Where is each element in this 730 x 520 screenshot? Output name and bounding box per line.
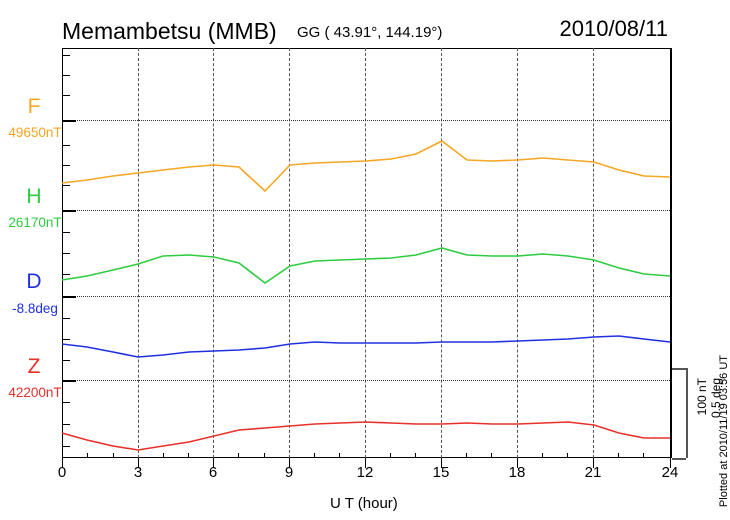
plot-right-border [670,48,672,458]
xtick-label-18: 18 [502,464,532,481]
trace-value-D: -8.8deg [0,301,70,316]
trace-value-H: 26170nT [0,215,70,230]
scalebar-vline [686,368,688,458]
trace-label-H: H [14,185,54,209]
trace-line-H [62,248,670,283]
trace-value-F: 49650nT [0,125,70,140]
xtick-label-9: 9 [274,464,304,481]
trace-line-F [62,141,670,191]
page-root: Memambetsu (MMB) GG ( 43.91°, 144.19°) 2… [0,0,730,520]
trace-value-Z: 42200nT [0,385,70,400]
xtick-label-12: 12 [350,464,380,481]
trace-chart-svg [62,48,670,458]
chart-coords: GG ( 43.91°, 144.19°) [297,24,442,41]
xtick-label-24: 24 [655,464,685,481]
scalebar-top-tick [672,368,686,370]
plotted-footer-text: Plotted at 2010/11/19 03:56 UT [718,355,730,507]
trace-label-Z: Z [14,355,54,379]
chart-date: 2010/08/11 [560,16,668,42]
trace-line-D [62,336,670,357]
xtick-label-21: 21 [578,464,608,481]
trace-label-D: D [14,270,54,294]
trace-line-Z [62,422,670,450]
xtick-label-15: 15 [426,464,456,481]
scalebar-bottom-tick [672,458,686,460]
xaxis-title: U T (hour) [330,495,398,512]
xtick-label-0: 0 [47,464,77,481]
xtick-label-6: 6 [198,464,228,481]
scalebar-label-nt: 100 nT [695,378,709,415]
chart-title: Memambetsu (MMB) [62,18,277,45]
xtick-label-3: 3 [123,464,153,481]
trace-label-F: F [14,95,54,119]
